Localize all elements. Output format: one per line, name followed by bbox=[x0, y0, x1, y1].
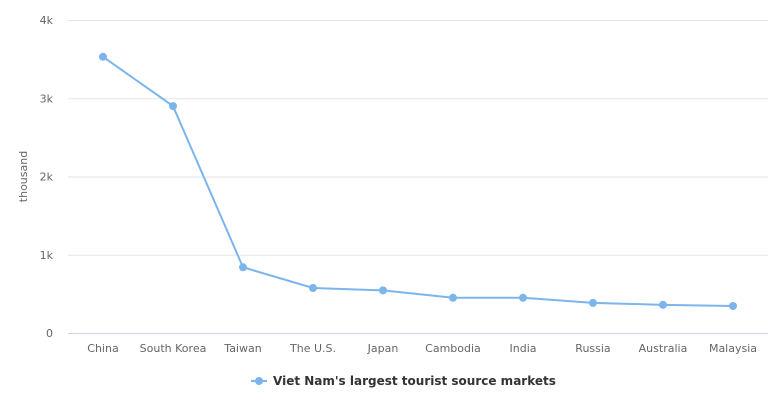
y-axis-title: thousand bbox=[17, 151, 30, 202]
data-point bbox=[309, 284, 317, 293]
x-tick-label: South Korea bbox=[140, 342, 207, 355]
y-tick-label: 1k bbox=[40, 249, 54, 262]
x-tick-label: India bbox=[510, 342, 537, 355]
data-point bbox=[519, 293, 527, 302]
data-point bbox=[729, 302, 737, 311]
x-tick-label: China bbox=[87, 342, 118, 355]
y-tick-label: 4k bbox=[40, 14, 54, 27]
data-point bbox=[99, 52, 107, 61]
data-point bbox=[449, 293, 457, 302]
legend-marker-icon bbox=[255, 377, 263, 385]
x-tick-label: Australia bbox=[639, 342, 688, 355]
data-point bbox=[239, 263, 247, 272]
data-point bbox=[659, 300, 667, 309]
legend-label: Viet Nam's largest tourist source market… bbox=[273, 374, 556, 388]
x-tick-label: Taiwan bbox=[223, 342, 261, 355]
y-tick-label: 3k bbox=[40, 92, 54, 105]
series-line bbox=[102, 55, 734, 308]
y-tick-label: 2k bbox=[40, 171, 54, 184]
x-tick-label: Cambodia bbox=[425, 342, 481, 355]
x-tick-label: Russia bbox=[575, 342, 610, 355]
x-tick-label: The U.S. bbox=[289, 342, 336, 355]
legend-item[interactable]: Viet Nam's largest tourist source market… bbox=[251, 374, 556, 388]
x-tick-label: Malaysia bbox=[709, 342, 757, 355]
data-point bbox=[169, 102, 177, 111]
y-tick-label: 0 bbox=[46, 327, 53, 340]
data-point bbox=[379, 286, 387, 295]
x-tick-label: Japan bbox=[367, 342, 399, 355]
data-point bbox=[589, 298, 597, 307]
